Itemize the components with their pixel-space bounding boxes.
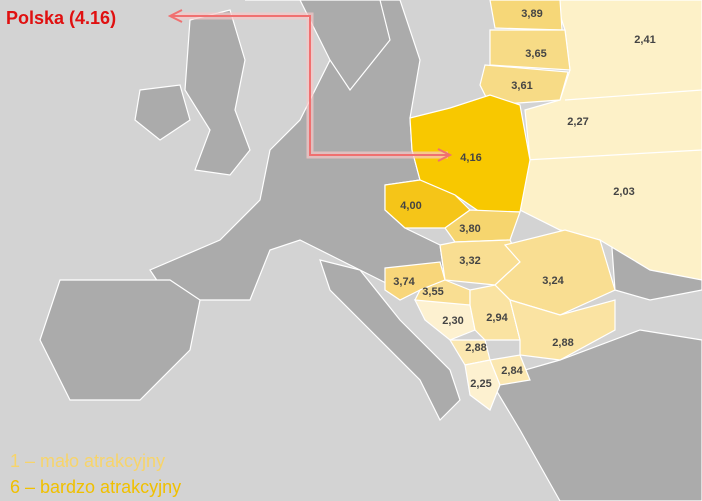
region-value: 4,00 [400, 200, 421, 212]
region-value: 3,74 [393, 276, 415, 288]
region-value: 3,80 [459, 223, 480, 235]
region-value: 2,27 [567, 116, 588, 128]
region-value: 4,16 [460, 152, 481, 164]
countries [384, 0, 702, 411]
region-labels: 3,89 3,65 3,61 2,41 2,27 4,16 2,03 4,00 … [393, 8, 655, 390]
region-value: 2,84 [501, 365, 523, 377]
legend-text: 6 – bardzo atrakcyjny [10, 477, 181, 497]
region-value: 3,65 [525, 48, 546, 60]
region-value: 3,89 [521, 8, 542, 20]
region-value: 2,03 [613, 186, 634, 198]
legend-text: 1 – mało atrakcyjny [10, 451, 165, 471]
region-value: 3,24 [542, 275, 564, 287]
region-value: 2,94 [486, 312, 508, 324]
region-value: 2,41 [634, 34, 655, 46]
region-value: 2,88 [465, 342, 486, 354]
callout-arrow [167, 9, 453, 162]
region-value: 3,32 [459, 255, 480, 267]
region-value: 3,61 [511, 80, 532, 92]
callout-label: Polska (4.16) [6, 8, 116, 28]
region-value: 2,30 [442, 315, 463, 327]
region-value: 2,88 [552, 337, 573, 349]
region-value: 2,25 [470, 378, 491, 390]
region-value: 3,55 [422, 286, 443, 298]
